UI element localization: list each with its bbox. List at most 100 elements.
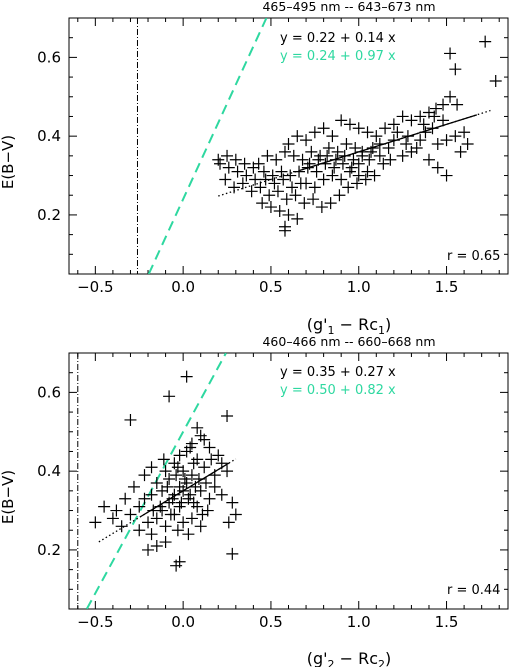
data-point — [430, 102, 443, 115]
data-point — [340, 138, 353, 151]
data-point — [145, 488, 158, 501]
data-point — [336, 157, 349, 170]
data-point — [191, 421, 204, 434]
data-point — [315, 201, 328, 214]
data-point — [379, 122, 392, 135]
data-point — [294, 177, 307, 190]
data-point — [229, 508, 242, 521]
data-point — [226, 547, 239, 560]
data-point — [226, 496, 239, 509]
bottom-correlation-coefficient: r = 0.44 — [447, 583, 500, 598]
data-point — [275, 165, 288, 178]
data-point — [377, 157, 390, 170]
data-point — [291, 212, 304, 225]
y-tick-label: 0.6 — [37, 48, 61, 66]
data-point — [461, 138, 474, 151]
data-point — [361, 165, 374, 178]
data-point — [333, 189, 346, 202]
data-point — [180, 370, 193, 383]
data-point — [222, 161, 235, 174]
data-point — [280, 193, 293, 206]
data-point — [229, 153, 242, 166]
data-point — [278, 145, 291, 158]
data-point — [133, 500, 146, 513]
data-point — [106, 512, 119, 525]
data-point — [177, 516, 190, 529]
data-point — [124, 508, 137, 521]
data-point — [194, 484, 207, 497]
data-point — [307, 193, 320, 206]
bottom-y-axis-label: E(B−V) — [0, 470, 17, 524]
data-point — [203, 492, 216, 505]
data-point — [147, 504, 160, 517]
data-point — [138, 469, 151, 482]
y-tick-label: 0.6 — [37, 383, 61, 401]
data-point — [373, 149, 386, 162]
data-point — [449, 63, 462, 76]
data-point — [410, 141, 423, 154]
top-chart-title: 465–495 nm -- 643–673 nm — [262, 0, 435, 14]
data-point — [240, 169, 253, 182]
data-point — [138, 492, 151, 505]
data-point — [479, 35, 492, 48]
data-point — [440, 169, 453, 182]
data-point — [247, 161, 260, 174]
data-point — [322, 141, 335, 154]
x-tick-label: −0.5 — [77, 613, 113, 631]
data-point — [300, 134, 313, 147]
data-point — [317, 173, 330, 186]
data-point — [449, 130, 462, 143]
top-cyan-fit-equation: y = 0.24 + 0.97 x — [280, 49, 396, 64]
data-point — [150, 512, 163, 525]
data-point — [331, 145, 344, 158]
data-point — [458, 126, 471, 139]
black-fit-line — [299, 114, 478, 171]
data-point — [163, 390, 176, 403]
data-point — [221, 410, 234, 423]
data-point — [203, 441, 216, 454]
x-tick-label: 0.5 — [259, 278, 283, 296]
cyan-fit-line — [147, 18, 268, 274]
data-point — [145, 528, 158, 541]
y-tick-label: 0.4 — [37, 127, 61, 145]
data-point — [454, 145, 467, 158]
data-point — [221, 465, 234, 478]
top-panel: 465–495 nm -- 643–673 nm E(B−V) (g'1 − R… — [0, 0, 509, 337]
data-point — [328, 161, 341, 174]
data-point — [271, 185, 284, 198]
x-tick-label: 1.0 — [347, 613, 371, 631]
data-point — [308, 126, 321, 139]
data-point — [171, 524, 184, 537]
data-point — [384, 153, 397, 166]
data-point — [170, 559, 183, 572]
data-point — [451, 98, 464, 111]
data-point — [296, 153, 309, 166]
data-point — [428, 110, 441, 123]
data-point — [199, 476, 212, 489]
x-tick-label: 1.0 — [347, 278, 371, 296]
data-point — [163, 473, 176, 486]
plot-area — [136, 18, 502, 274]
data-point — [98, 500, 111, 513]
data-point — [127, 480, 140, 493]
data-point — [198, 461, 211, 474]
top-y-axis-label: E(B−V) — [0, 135, 17, 189]
data-point — [317, 122, 330, 135]
data-point — [396, 149, 409, 162]
data-point — [282, 208, 295, 221]
data-point — [444, 47, 457, 60]
data-point — [212, 449, 225, 462]
data-point — [110, 504, 123, 517]
data-point — [431, 161, 444, 174]
x-tick-label: −0.5 — [77, 278, 113, 296]
data-point — [208, 469, 221, 482]
data-point — [159, 465, 172, 478]
data-point — [184, 441, 197, 454]
data-point — [437, 98, 450, 111]
data-point — [264, 201, 277, 214]
data-point — [349, 141, 362, 154]
data-point — [238, 157, 251, 170]
data-point — [308, 181, 321, 194]
